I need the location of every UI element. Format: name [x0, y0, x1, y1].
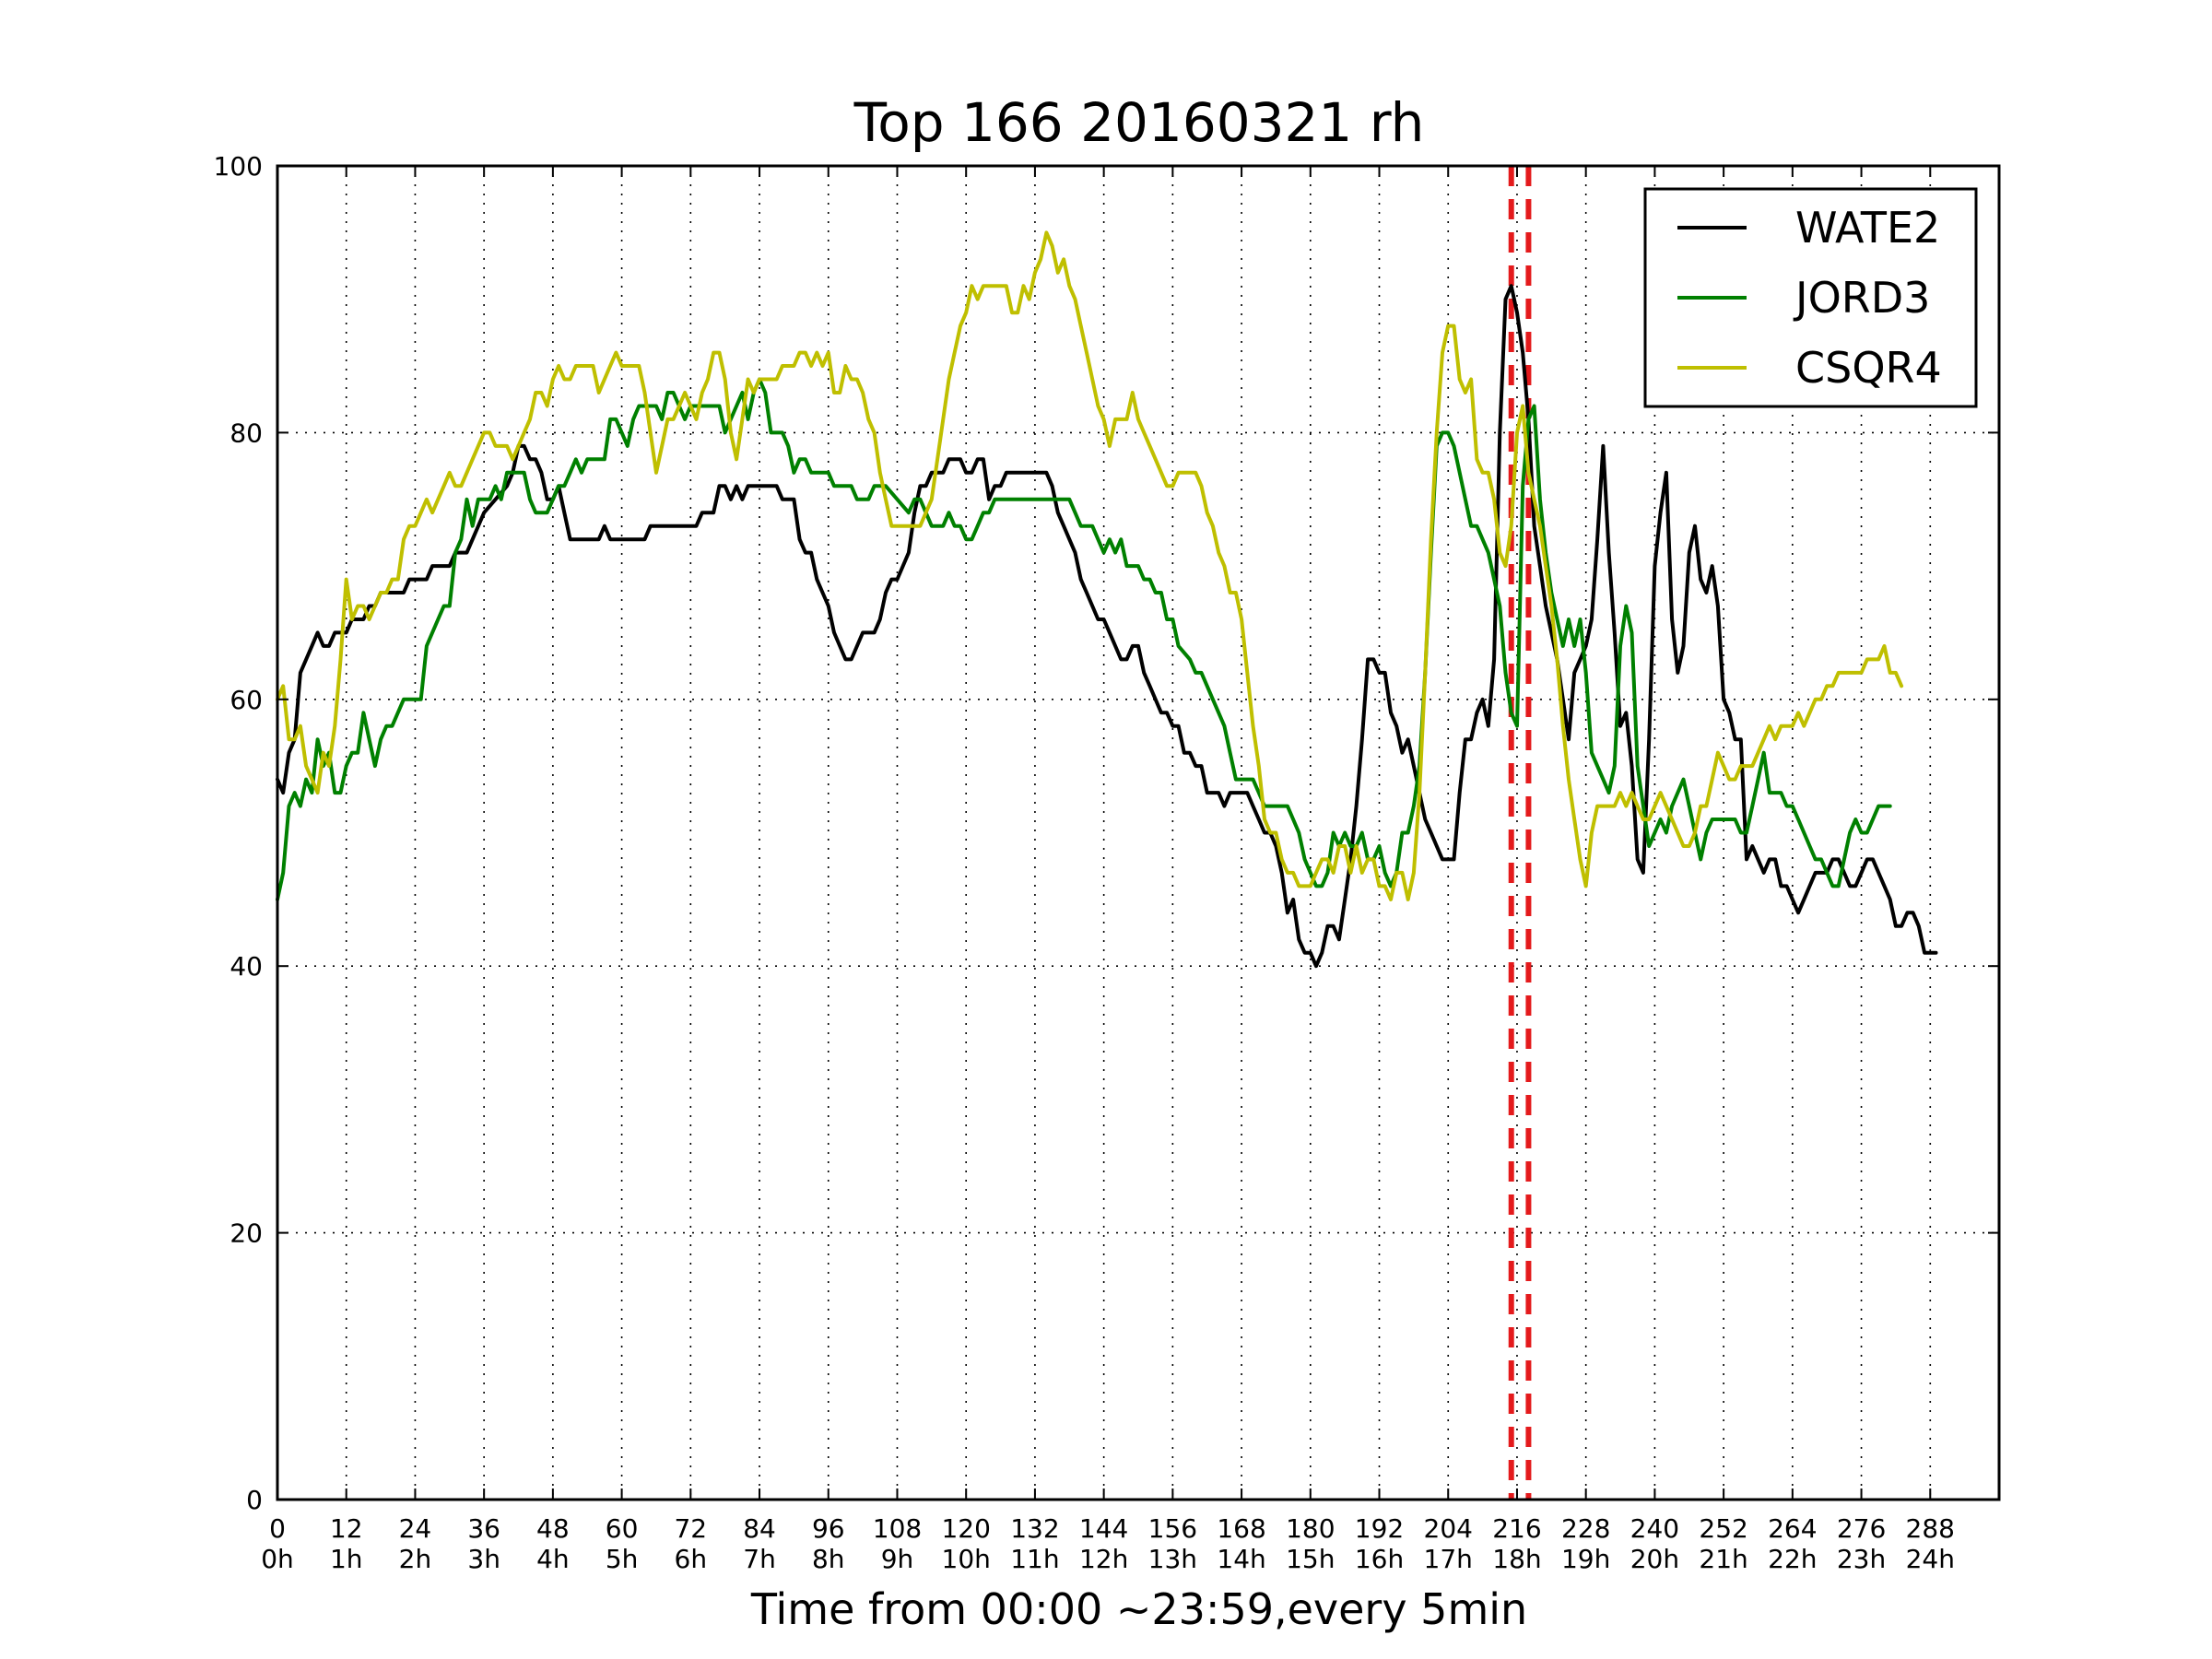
x-tick-sublabel: 21h	[1699, 1544, 1747, 1574]
y-tick-label: 0	[246, 1485, 263, 1515]
x-tick-sublabel: 9h	[881, 1544, 914, 1574]
x-tick-label: 240	[1630, 1513, 1679, 1544]
x-tick-label: 144	[1079, 1513, 1128, 1544]
x-tick-label: 204	[1424, 1513, 1473, 1544]
x-tick-label: 72	[674, 1513, 707, 1544]
x-tick-label: 276	[1837, 1513, 1886, 1544]
x-tick-sublabel: 16h	[1355, 1544, 1404, 1574]
x-tick-label: 156	[1148, 1513, 1197, 1544]
x-tick-sublabel: 20h	[1630, 1544, 1679, 1574]
y-tick-label: 40	[229, 951, 263, 982]
x-axis-label: Time from 00:00 ~23:59,every 5min	[750, 1584, 1527, 1634]
x-tick-label: 36	[467, 1513, 500, 1544]
x-tick-sublabel: 15h	[1286, 1544, 1335, 1574]
x-tick-label: 132	[1010, 1513, 1059, 1544]
x-tick-sublabel: 17h	[1424, 1544, 1473, 1574]
x-tick-label: 84	[743, 1513, 776, 1544]
x-tick-sublabel: 18h	[1492, 1544, 1541, 1574]
x-tick-sublabel: 3h	[467, 1544, 500, 1574]
series-line-jord3	[276, 377, 1892, 901]
chart-title: Top 166 20160321 rh	[853, 91, 1425, 154]
axis-ticks: 00h121h242h363h484h605h726h847h968h1089h…	[214, 151, 1999, 1574]
x-tick-sublabel: 19h	[1561, 1544, 1610, 1574]
x-tick-sublabel: 8h	[812, 1544, 845, 1574]
x-tick-label: 108	[873, 1513, 922, 1544]
x-tick-sublabel: 24h	[1906, 1544, 1955, 1574]
legend: WATE2 JORD3 CSQR4	[1643, 187, 1978, 408]
x-tick-label: 192	[1355, 1513, 1404, 1544]
x-tick-sublabel: 0h	[261, 1544, 294, 1574]
x-tick-label: 24	[399, 1513, 432, 1544]
x-tick-label: 264	[1768, 1513, 1817, 1544]
x-tick-label: 288	[1906, 1513, 1955, 1544]
legend-label: JORD3	[1793, 273, 1930, 323]
x-tick-sublabel: 22h	[1768, 1544, 1817, 1574]
x-tick-label: 252	[1699, 1513, 1747, 1544]
y-tick-label: 60	[229, 685, 263, 715]
x-tick-sublabel: 6h	[675, 1544, 708, 1574]
y-tick-label: 20	[229, 1218, 263, 1249]
x-tick-label: 60	[606, 1513, 639, 1544]
x-tick-sublabel: 11h	[1010, 1544, 1059, 1574]
series-line-csqr4	[276, 230, 1904, 901]
legend-label: WATE2	[1795, 203, 1940, 253]
y-tick-label: 80	[229, 418, 263, 448]
y-tick-label: 100	[214, 151, 263, 182]
x-tick-label: 48	[536, 1513, 570, 1544]
x-tick-sublabel: 2h	[399, 1544, 432, 1574]
x-tick-sublabel: 14h	[1217, 1544, 1265, 1574]
x-tick-label: 0	[269, 1513, 286, 1544]
x-tick-label: 120	[941, 1513, 990, 1544]
series-line-wate2	[276, 284, 1938, 969]
x-tick-sublabel: 10h	[942, 1544, 991, 1574]
x-tick-sublabel: 7h	[743, 1544, 776, 1574]
x-tick-label: 12	[330, 1513, 363, 1544]
legend-label: CSQR4	[1795, 343, 1942, 393]
x-tick-sublabel: 13h	[1148, 1544, 1197, 1574]
event-markers	[1508, 166, 1532, 1500]
x-tick-label: 96	[812, 1513, 845, 1544]
x-tick-sublabel: 1h	[330, 1544, 363, 1574]
x-tick-label: 180	[1286, 1513, 1335, 1544]
series-layer	[276, 230, 1938, 969]
x-tick-sublabel: 4h	[536, 1544, 570, 1574]
x-tick-sublabel: 12h	[1079, 1544, 1128, 1574]
plot-frame	[276, 164, 2001, 1501]
x-tick-label: 168	[1217, 1513, 1265, 1544]
x-tick-label: 228	[1561, 1513, 1610, 1544]
x-tick-sublabel: 23h	[1837, 1544, 1886, 1574]
x-tick-label: 216	[1492, 1513, 1541, 1544]
x-tick-sublabel: 5h	[606, 1544, 639, 1574]
